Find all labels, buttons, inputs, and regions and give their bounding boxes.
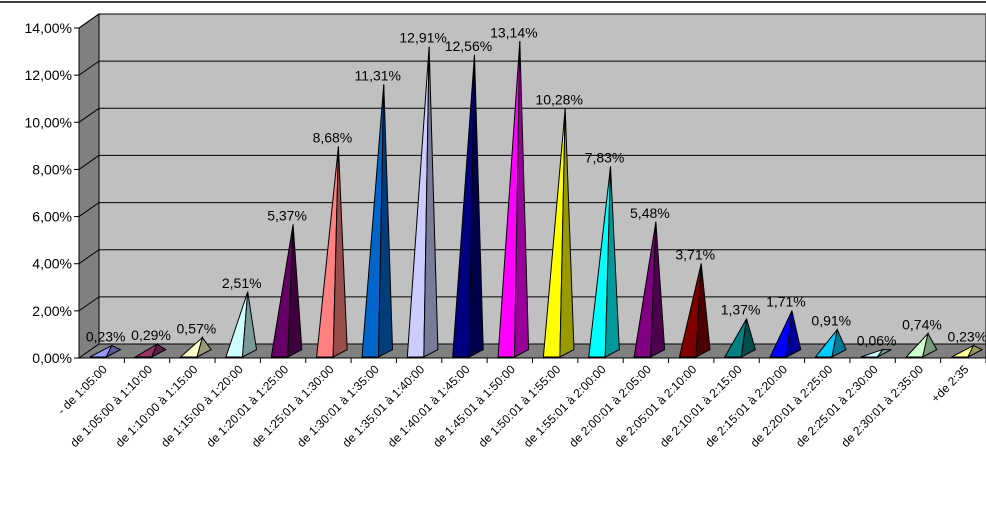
- y-tick-label: 4,00%: [32, 256, 72, 272]
- data-label: 0,74%: [902, 317, 942, 333]
- category-label: de 1:25:01 à 1:30:00: [249, 362, 337, 450]
- y-tick-label: 14,00%: [25, 20, 72, 36]
- category-label: de 2:15:01 à 2:20:00: [702, 362, 790, 450]
- category-label: de 2:10:01 à 2:15:00: [657, 362, 745, 450]
- category-label: de 1:35:01 à 1:40:00: [339, 362, 427, 450]
- category-label: de 2:20:01 à 2:25:00: [748, 362, 836, 450]
- data-label: 13,14%: [490, 24, 537, 40]
- category-label: de 2:30:01 à 2:35:00: [838, 362, 926, 450]
- category-label: +de 2:35: [928, 362, 971, 405]
- category-label: de 1:55:01 à 2:00:00: [521, 362, 609, 450]
- data-label: 12,91%: [399, 30, 446, 46]
- category-label: de 1:20:01 à 1:25:00: [203, 362, 291, 450]
- category-label: de 2:00:01 à 2:05:00: [566, 362, 654, 450]
- data-label: 5,37%: [267, 207, 307, 223]
- side-wall: [79, 14, 99, 358]
- data-label: 12,56%: [445, 38, 492, 54]
- data-label: 0,23%: [86, 329, 126, 345]
- data-label: 5,48%: [630, 205, 670, 221]
- y-tick-label: 6,00%: [32, 209, 72, 225]
- data-label: 0,29%: [131, 327, 171, 343]
- back-wall: [99, 14, 986, 344]
- y-tick-label: 0,00%: [32, 350, 72, 366]
- data-label: 8,68%: [313, 129, 353, 145]
- data-label: 7,83%: [585, 149, 625, 165]
- data-label: 3,71%: [675, 247, 715, 263]
- data-label: 10,28%: [535, 92, 582, 108]
- category-label: de 1:05:00 à 1:10:00: [67, 362, 155, 450]
- data-label: 1,71%: [766, 294, 806, 310]
- category-label: de 1:40:01 à 1:45:00: [385, 362, 473, 450]
- data-label: 1,37%: [721, 302, 761, 318]
- data-label: 0,23%: [947, 329, 986, 345]
- floor: [79, 344, 986, 358]
- category-label: de 1:50:01 à 1:55:00: [476, 362, 564, 450]
- category-label: de 2:25:01 à 2:30:00: [793, 362, 881, 450]
- category-label: de 1:15:00 à 1:20:00: [158, 362, 246, 450]
- data-label: 0,57%: [177, 321, 217, 337]
- category-label: de 2:05:01 à 2:10:00: [612, 362, 700, 450]
- y-tick-label: 8,00%: [32, 161, 72, 177]
- y-tick-label: 2,00%: [32, 303, 72, 319]
- y-tick-label: 10,00%: [25, 114, 72, 130]
- data-label: 11,31%: [355, 67, 401, 83]
- y-tick-label: 12,00%: [25, 67, 72, 83]
- data-label: 2,51%: [222, 275, 262, 291]
- data-label: 0,91%: [811, 313, 851, 329]
- data-label: 0,06%: [857, 333, 897, 349]
- category-label: de 1:30:01 à 1:35:00: [294, 362, 382, 450]
- category-label: de 1:10:00 à 1:15:00: [113, 362, 201, 450]
- category-label: de 1:45:01 à 1:50:00: [430, 362, 518, 450]
